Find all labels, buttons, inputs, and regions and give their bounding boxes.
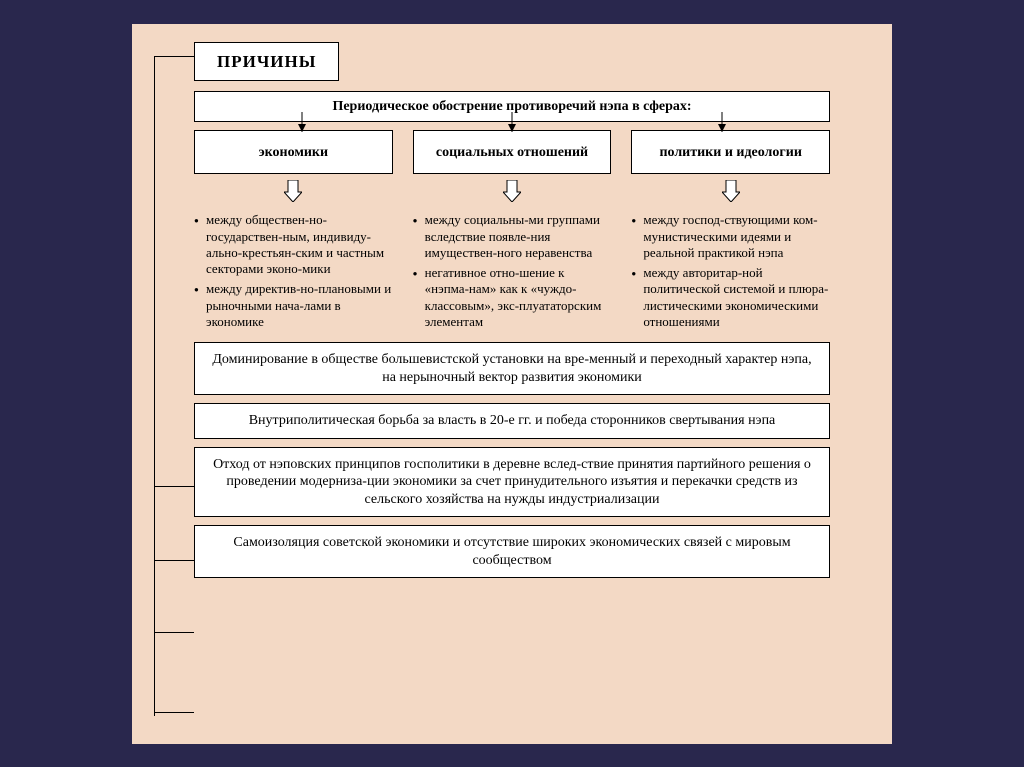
diagram-card: ПРИЧИНЫ Периодическое обострение противо…	[132, 24, 892, 744]
column-politics: политики и идеологии между господ-ствующ…	[631, 130, 830, 334]
bullet-item: между обществен-но-государствен-ным, инд…	[194, 212, 393, 277]
column-header: экономики	[194, 130, 393, 174]
reason-box: Доминирование в обществе большевистской …	[194, 342, 830, 395]
tree-branch	[154, 560, 194, 561]
reason-row: Отход от нэповских принципов госполитики…	[194, 447, 830, 518]
bullet-item: между авторитар-ной политической системо…	[631, 265, 830, 330]
tree-trunk	[154, 56, 155, 716]
reason-row: Доминирование в обществе большевистской …	[194, 342, 830, 395]
bullet-item: между господ-ствующими ком-мунистическим…	[631, 212, 830, 261]
down-arrow-icon	[503, 180, 521, 202]
bullet-item: между социальны-ми группами вследствие п…	[413, 212, 612, 261]
bullet-list: между социальны-ми группами вследствие п…	[413, 212, 612, 334]
title-box: ПРИЧИНЫ	[194, 42, 339, 81]
reason-box: Самоизоляция советской экономики и отсут…	[194, 525, 830, 578]
bullet-list: между обществен-но-государствен-ным, инд…	[194, 212, 393, 334]
column-economics: экономики между обществен-но-государстве…	[194, 130, 393, 334]
main-box: Периодическое обострение противоречий нэ…	[194, 91, 830, 123]
column-social: социальных отношений между социальны-ми …	[413, 130, 612, 334]
reason-box: Отход от нэповских принципов госполитики…	[194, 447, 830, 518]
down-arrow-icon	[284, 180, 302, 202]
tree-branch	[154, 712, 194, 713]
reason-box: Внутриполитическая борьба за власть в 20…	[194, 403, 830, 439]
columns-row: экономики между обществен-но-государстве…	[194, 130, 830, 334]
bullet-item: между директив-но-плановыми и рыночными …	[194, 281, 393, 330]
tree-branch	[154, 56, 194, 57]
tree-branch	[154, 486, 194, 487]
reason-row: Самоизоляция советской экономики и отсут…	[194, 525, 830, 578]
tree-branch	[154, 632, 194, 633]
down-arrow-icon	[722, 180, 740, 202]
column-header: политики и идеологии	[631, 130, 830, 174]
column-header: социальных отношений	[413, 130, 612, 174]
bullet-list: между господ-ствующими ком-мунистическим…	[631, 212, 830, 334]
bullet-item: негативное отно-шение к «нэпма-нам» как …	[413, 265, 612, 330]
reason-row: Внутриполитическая борьба за власть в 20…	[194, 403, 830, 439]
